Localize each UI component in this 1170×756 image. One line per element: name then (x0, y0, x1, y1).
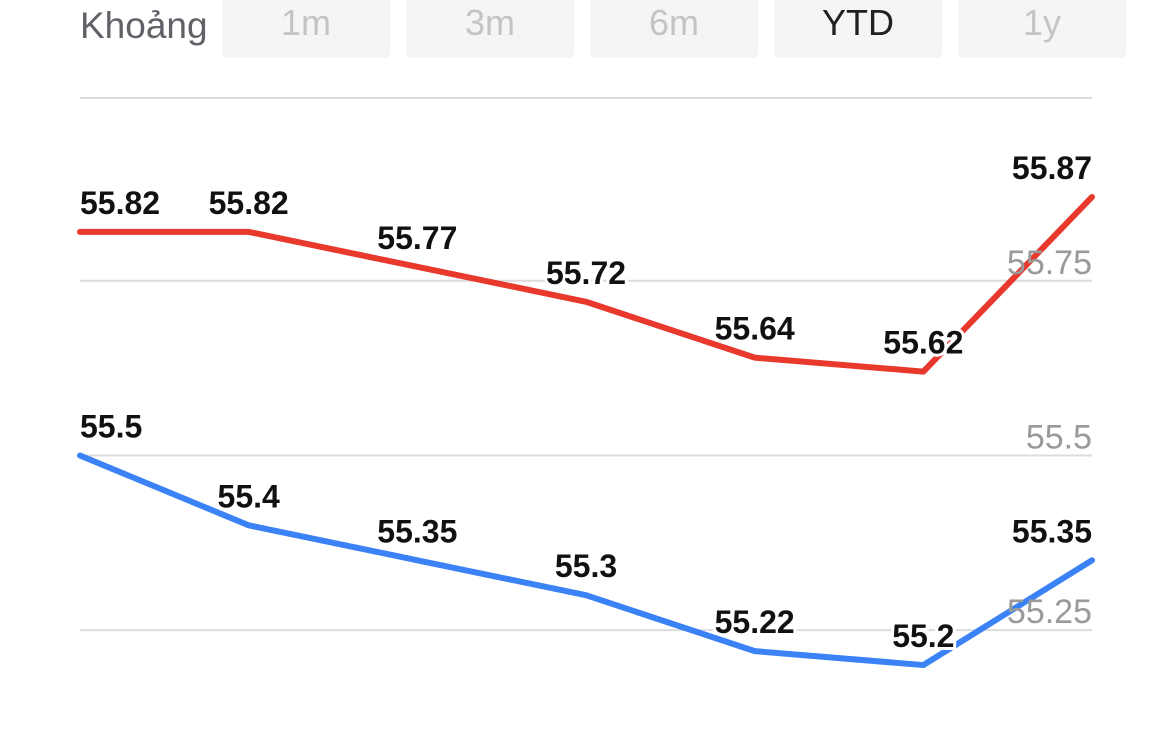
series-line-2 (77, 452, 1095, 669)
range-option-ytd[interactable]: YTD (774, 0, 942, 58)
y-tick-label: 55.5 (1026, 418, 1092, 456)
data-label: 55.3 (555, 548, 617, 584)
data-label: 55.22 (715, 604, 795, 640)
y-tick-label: 55.75 (1007, 244, 1092, 282)
data-label: 55.5 (80, 408, 142, 444)
grid-layer (80, 279, 1092, 632)
data-label: 55.35 (377, 513, 457, 549)
range-label: Khoảng (80, 5, 208, 46)
range-option-3m[interactable]: 3m (406, 0, 574, 58)
data-label: 55.72 (546, 255, 626, 291)
data-label: 55.82 (80, 185, 160, 221)
data-label: 55.64 (715, 311, 795, 347)
range-option-1y[interactable]: 1y (958, 0, 1126, 58)
y-tick-label: 55.25 (1007, 593, 1092, 631)
data-label: 55.35 (1012, 513, 1092, 549)
range-option-1m[interactable]: 1m (222, 0, 390, 58)
data-label: 55.62 (883, 325, 963, 361)
series-line-1 (77, 193, 1095, 375)
label-layer: 55.75 55.5 55.25 55.82 55.82 55.77 55.72 55.64 5… (77, 147, 1095, 657)
range-selector: Khoảng 1m 3m 6m YTD 1y (0, 0, 1170, 60)
data-label: 55.77 (377, 220, 457, 256)
data-label: 55.82 (209, 185, 289, 221)
data-label: 55.4 (218, 478, 280, 514)
data-label: 55.2 (892, 618, 954, 654)
data-label: 55.87 (1012, 150, 1092, 186)
series-layer (77, 193, 1095, 669)
range-option-6m[interactable]: 6m (590, 0, 758, 58)
